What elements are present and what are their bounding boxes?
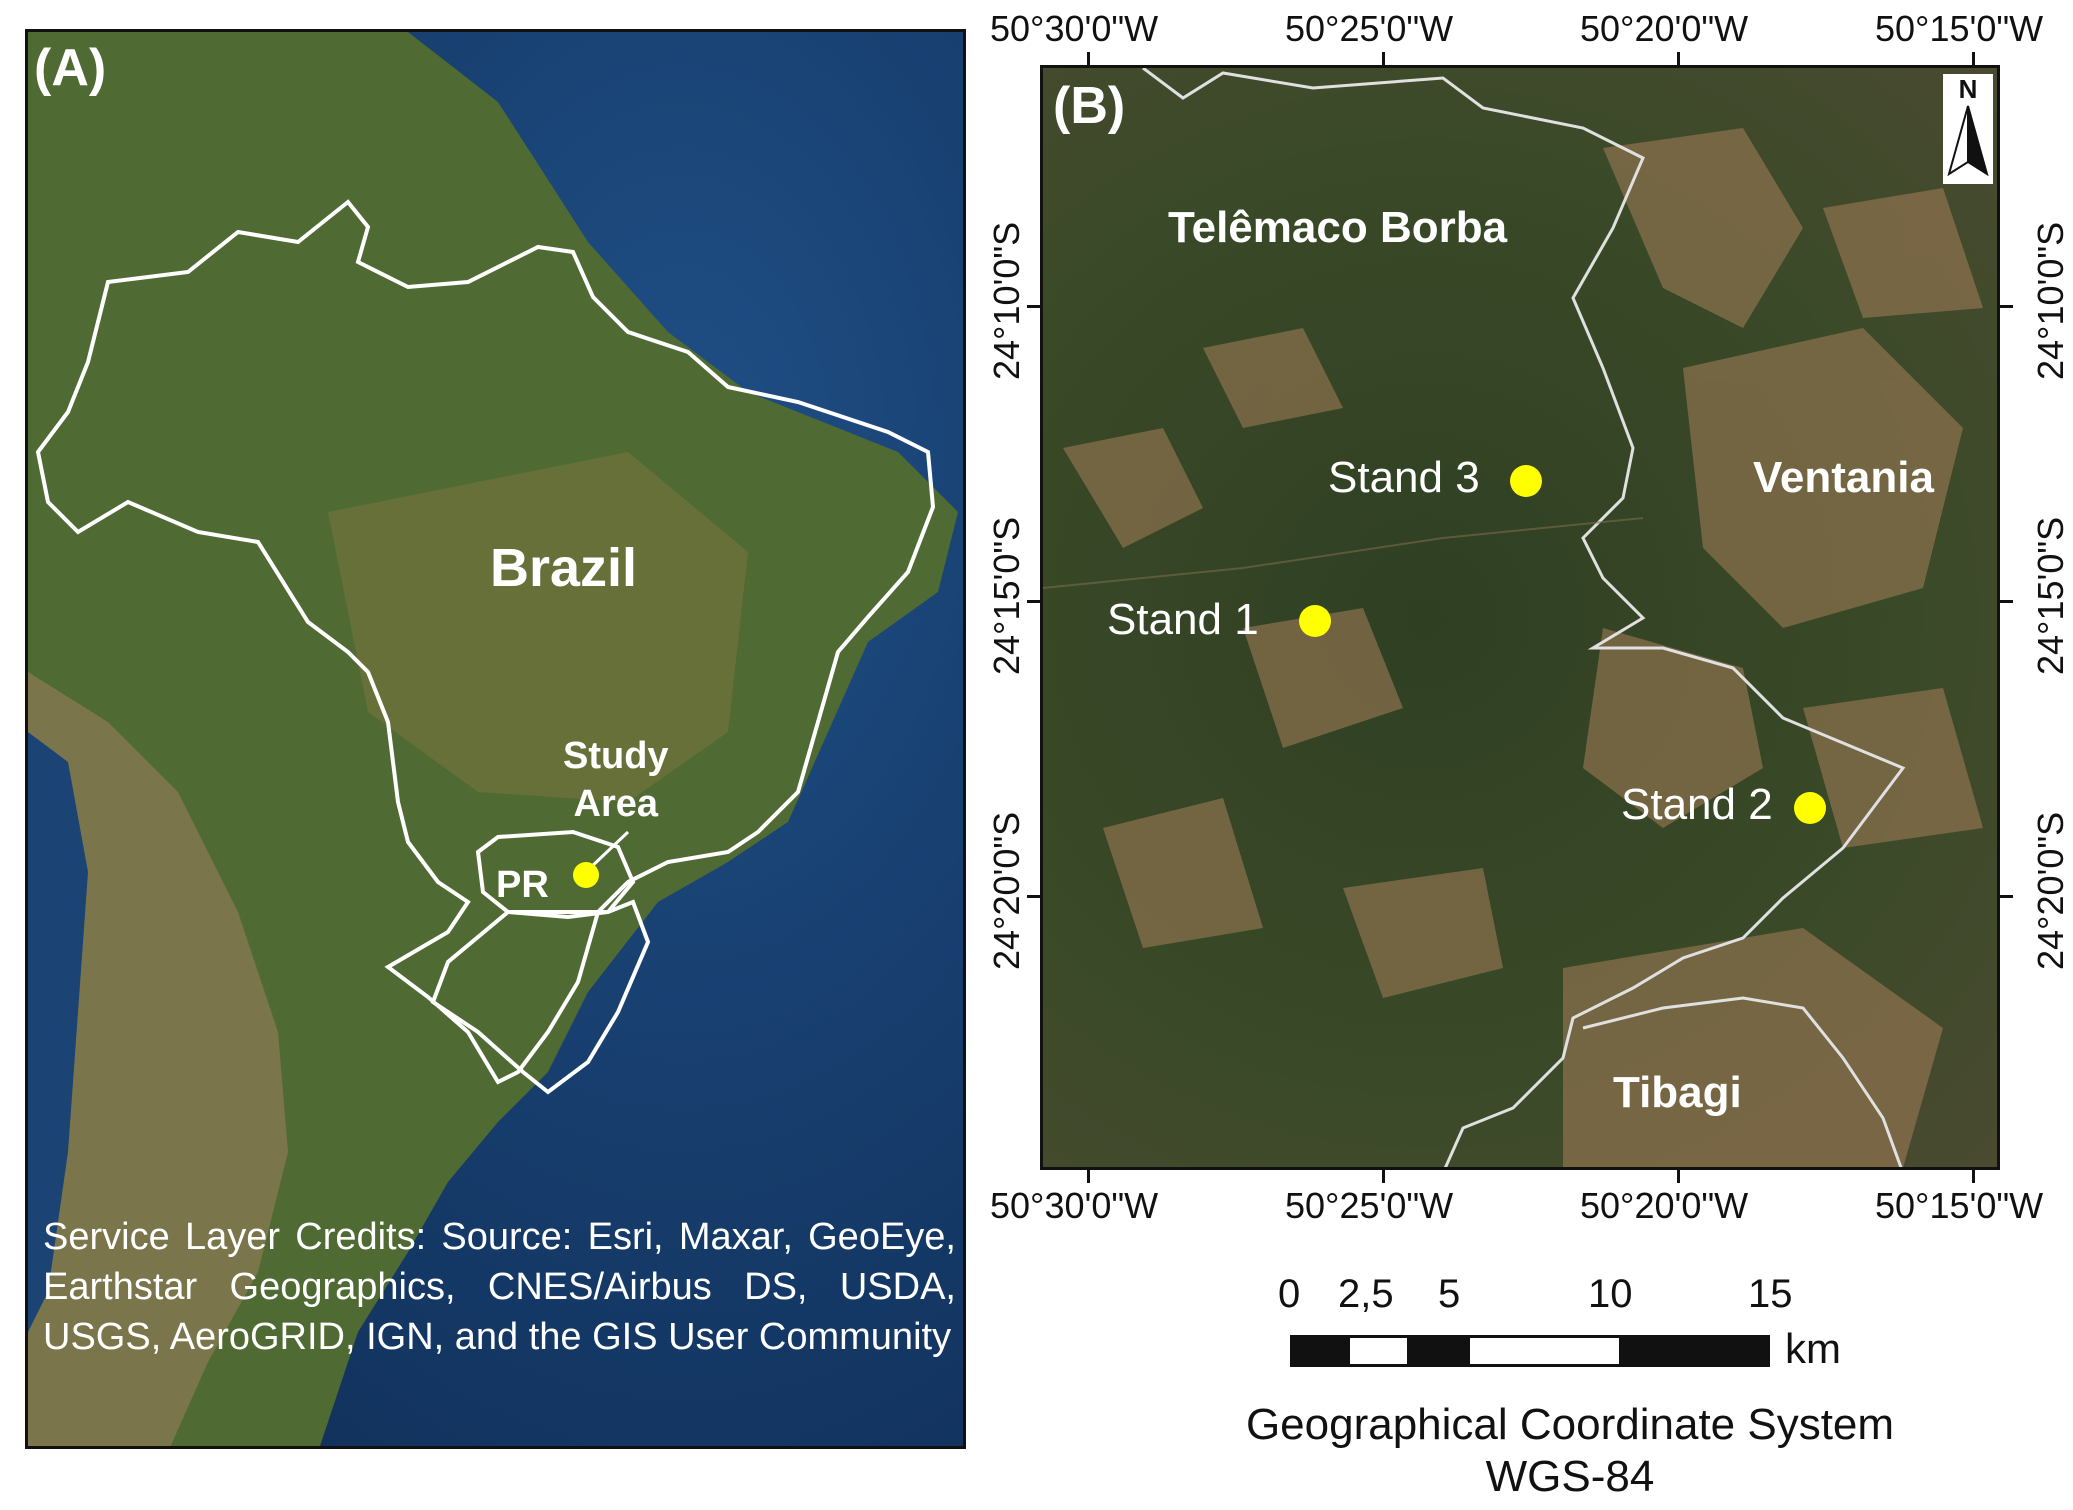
latitude-tick-label: 24°10'0"S xyxy=(986,221,1027,380)
latitude-tick-label: 24°20'0"S xyxy=(2030,811,2071,970)
stand-marker xyxy=(1510,465,1542,497)
agricultural-patches xyxy=(1063,128,1983,1167)
parana-state-border xyxy=(475,829,636,920)
north-arrow-icon xyxy=(1947,105,1989,177)
road-line xyxy=(1043,517,1644,589)
latitude-tick xyxy=(1027,305,1040,308)
municipal-boundary-east xyxy=(1142,68,1906,1167)
latitude-tick-label: 24°15'0"S xyxy=(986,516,1027,675)
latitude-tick xyxy=(2000,305,2013,308)
study-area-label-line1: Study xyxy=(563,735,669,777)
scale-bar-segment xyxy=(1619,1335,1770,1367)
north-label: N xyxy=(1958,74,1978,104)
longitude-tick-label: 50°15'0"W xyxy=(1875,8,2044,49)
latitude-tick xyxy=(1027,600,1040,603)
study-area-marker xyxy=(573,862,599,888)
state-label-pr: PR xyxy=(496,864,549,906)
longitude-tick-label: 50°20'0"W xyxy=(1580,8,1749,49)
latitude-tick-label: 24°10'0"S xyxy=(2030,221,2071,380)
latitude-tick xyxy=(2000,895,2013,898)
scale-bar-segment xyxy=(1407,1335,1470,1367)
study-area-map-panel: (B) N Telêmaco Borba Ventania Tibagi Sta… xyxy=(1040,65,2000,1170)
panel-a-label: (A) xyxy=(34,39,107,97)
longitude-tick-label: 50°30'0"W xyxy=(990,1185,1159,1226)
scale-bar-unit: km xyxy=(1785,1325,1841,1372)
datum-label: WGS-84 xyxy=(1485,1452,1655,1501)
stand-marker xyxy=(1794,792,1826,824)
longitude-tick xyxy=(1087,1170,1090,1183)
longitude-tick-label: 50°20'0"W xyxy=(1580,1185,1749,1226)
longitude-tick-label: 50°25'0"W xyxy=(1285,1185,1454,1226)
latitude-tick-label: 24°20'0"S xyxy=(986,811,1027,970)
longitude-tick xyxy=(1087,52,1090,65)
latitude-tick xyxy=(2000,600,2013,603)
country-label-brazil: Brazil xyxy=(490,538,638,598)
municipal-boundary-south xyxy=(1582,996,1903,1167)
service-layer-credits: Service Layer Credits: Source: Esri, Max… xyxy=(43,1216,956,1358)
study-area-label: Study Area xyxy=(563,732,669,828)
cerrado-region xyxy=(328,452,748,802)
scale-bar-number: 10 xyxy=(1588,1272,1633,1316)
study-area-leader-line xyxy=(586,830,630,872)
study-area-graphics xyxy=(1043,68,1983,1167)
longitude-tick xyxy=(1677,1170,1680,1183)
scale-bar xyxy=(1290,1335,1770,1367)
brazil-border xyxy=(35,199,936,1085)
longitude-tick xyxy=(1382,52,1385,65)
town-label: Telêmaco Borba xyxy=(1168,203,1508,252)
north-arrow: N xyxy=(1943,74,1993,184)
scale-bar-number: 0 xyxy=(1278,1272,1301,1316)
town-label: Ventania xyxy=(1753,453,1934,502)
scale-bar-segment xyxy=(1347,1335,1410,1367)
longitude-tick xyxy=(1677,52,1680,65)
scale-bar-number: 15 xyxy=(1748,1272,1793,1316)
stand-marker xyxy=(1299,605,1331,637)
pacific-coast xyxy=(28,732,88,1332)
longitude-tick xyxy=(1972,1170,1975,1183)
study-area-label-line2: Area xyxy=(573,783,659,825)
scale-bar-segment xyxy=(1467,1335,1622,1367)
longitude-tick-label: 50°25'0"W xyxy=(1285,8,1454,49)
latitude-tick-label: 24°15'0"S xyxy=(2030,516,2071,675)
longitude-tick-label: 50°30'0"W xyxy=(990,8,1159,49)
town-label: Tibagi xyxy=(1613,1068,1742,1117)
longitude-tick-label: 50°15'0"W xyxy=(1875,1185,2044,1226)
panel-b-label: (B) xyxy=(1053,77,1126,135)
overview-map-panel: (A) Brazil Study Area PR Service Layer C… xyxy=(25,29,966,1449)
longitude-tick xyxy=(1972,52,1975,65)
stand-label: Stand 1 xyxy=(1107,595,1259,644)
scale-bar-number: 5 xyxy=(1438,1272,1461,1316)
stand-label: Stand 2 xyxy=(1621,780,1773,829)
scale-bar-number: 2,5 xyxy=(1338,1272,1394,1316)
andes-region xyxy=(28,672,288,1446)
coordinate-system-label: Geographical Coordinate System xyxy=(1245,1400,1895,1449)
overview-map-graphics xyxy=(28,32,958,1446)
latitude-tick xyxy=(1027,895,1040,898)
scale-bar-segment xyxy=(1290,1335,1350,1367)
southern-states-border xyxy=(430,899,651,1095)
longitude-tick xyxy=(1382,1170,1385,1183)
stand-label: Stand 3 xyxy=(1328,453,1480,502)
